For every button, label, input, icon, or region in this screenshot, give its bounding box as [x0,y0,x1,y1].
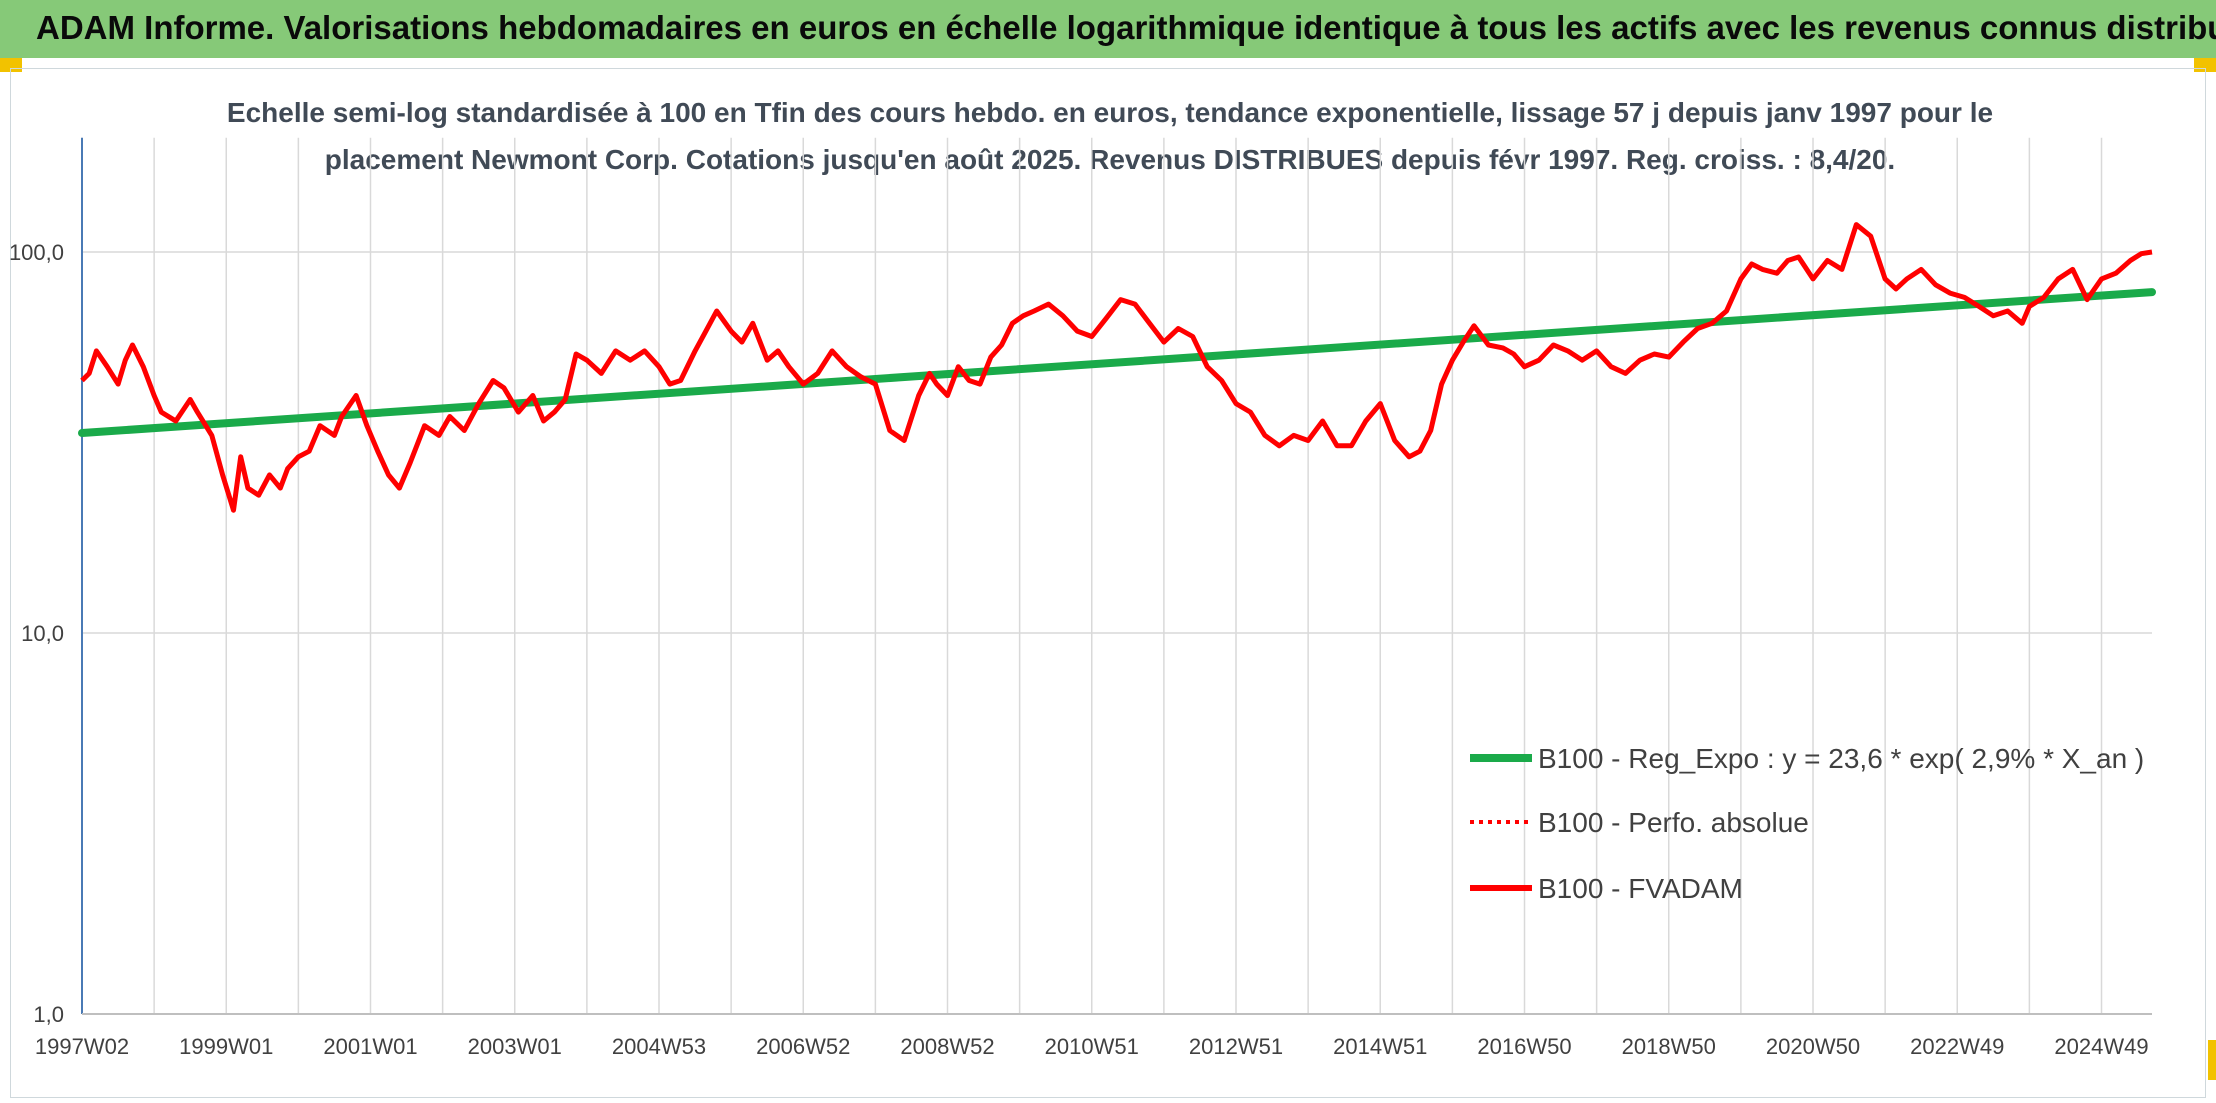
x-tick-label: 2014W51 [1333,1034,1427,1059]
fvadam-line [80,222,2153,513]
x-tick-label: 1997W02 [35,1034,129,1059]
x-tick-label: 2010W51 [1045,1034,1139,1059]
x-tick-label: 1999W01 [179,1034,273,1059]
axes: 100,0 10,0 1,0 1997W02 1999W01 2001W01 2003W01… [9,137,2152,1059]
x-tick-label: 2008W52 [900,1034,994,1059]
legend-label: B100 - Reg_Expo : y = 23,6 * exp( 2,9% *… [1538,743,2144,774]
y-tick-label: 1,0 [33,1002,64,1027]
y-tick-label: 10,0 [21,621,64,646]
legend-label: B100 - Perfo. absolue [1538,807,1809,838]
chart-subtitle-line-1: Echelle semi-log standardisée à 100 en T… [226,97,1994,128]
x-tick-label: 2016W50 [1477,1034,1571,1059]
x-tick-label: 2024W49 [2054,1034,2148,1059]
header-bar: ADAM Informe. Valorisations hebdomadaire… [0,0,2216,58]
x-tick-label: 2004W53 [612,1034,706,1059]
corner-accent-bottom-right [2208,1040,2216,1080]
page-title: ADAM Informe. Valorisations hebdomadaire… [36,9,2216,46]
y-tick-label: 100,0 [9,240,64,265]
legend: B100 - Reg_Expo : y = 23,6 * exp( 2,9% *… [1470,743,2144,904]
x-tick-label: 2020W50 [1766,1034,1860,1059]
x-tick-label: 2018W50 [1622,1034,1716,1059]
series [78,222,2156,513]
chart-area [10,68,2206,1098]
x-tick-label: 2012W51 [1189,1034,1283,1059]
legend-label: B100 - FVADAM [1538,873,1743,904]
x-tick-label: 2001W01 [323,1034,417,1059]
x-tick-label: 2022W49 [1910,1034,2004,1059]
x-tick-label: 2003W01 [468,1034,562,1059]
x-tick-label: 2006W52 [756,1034,850,1059]
trend-line [78,288,2156,437]
